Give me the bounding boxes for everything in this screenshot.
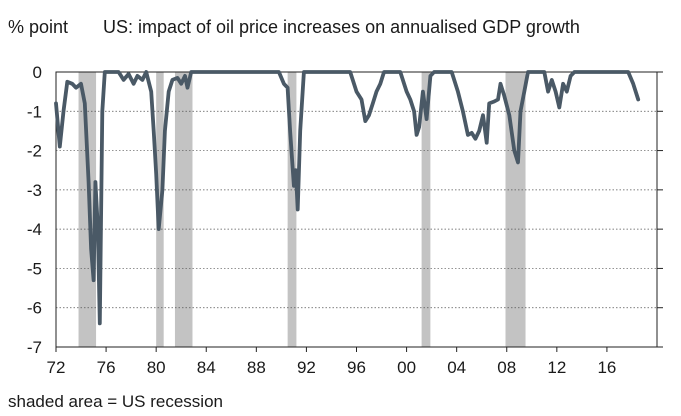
x-tick-labels: 72 76 80 84 88 92 96 00 04 08 12 16 xyxy=(47,347,616,377)
y-tick-label: 0 xyxy=(33,63,42,82)
right-axis-ticks xyxy=(657,71,663,348)
x-tick-label: 04 xyxy=(447,358,466,377)
footnote: shaded area = US recession xyxy=(8,392,223,411)
x-tick-label: 84 xyxy=(197,358,216,377)
series-line-1 xyxy=(54,70,641,326)
x-tick-label: 92 xyxy=(297,358,316,377)
plot-area xyxy=(55,71,658,348)
x-tick-label: 88 xyxy=(247,358,266,377)
x-tick-label: 80 xyxy=(147,358,166,377)
x-tick-label: 12 xyxy=(547,358,566,377)
y-axis-label: % point xyxy=(8,17,68,37)
recession-band-4 xyxy=(287,72,297,347)
x-tick-label: 96 xyxy=(347,358,366,377)
y-tick-label: -1 xyxy=(27,102,42,121)
series-group xyxy=(54,70,641,326)
x-tick-label: 08 xyxy=(497,358,516,377)
y-tick-label: -4 xyxy=(27,220,42,239)
x-tick-label: 16 xyxy=(597,358,616,377)
y-tick-labels: 0 -1 -2 -3 -4 -5 -6 -7 xyxy=(27,63,42,357)
x-tick-label: 76 xyxy=(97,358,116,377)
gridlines xyxy=(56,110,657,309)
recession-band-3 xyxy=(174,72,193,347)
y-tick-label: -2 xyxy=(27,142,42,161)
y-tick-label: -7 xyxy=(27,338,42,357)
y-tick-label: -6 xyxy=(27,299,42,318)
x-tick-label: 00 xyxy=(397,358,416,377)
y-tick-label: -3 xyxy=(27,181,42,200)
recession-band-5 xyxy=(421,72,431,347)
chart-title: US: impact of oil price increases on ann… xyxy=(103,17,580,37)
y-tick-label: -5 xyxy=(27,259,42,278)
x-tick-label: 72 xyxy=(47,358,66,377)
